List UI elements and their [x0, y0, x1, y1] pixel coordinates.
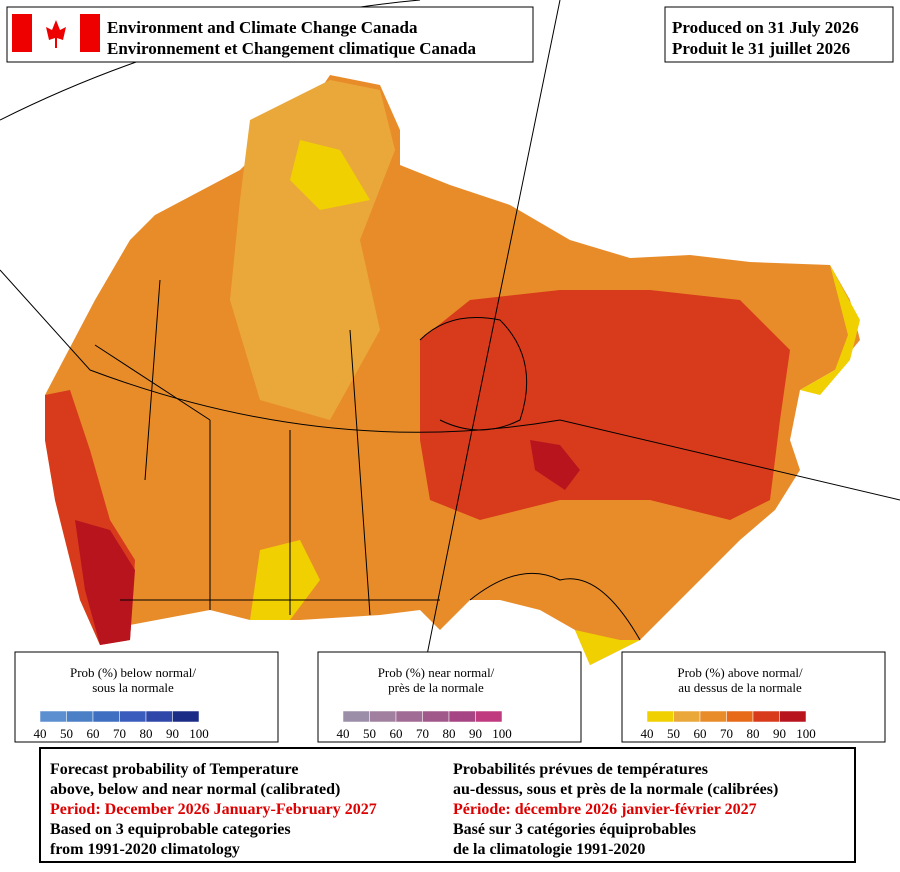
- legend-swatch: [39, 710, 67, 723]
- maple-leaf: [46, 20, 66, 48]
- legend-title: Prob (%) below normal/: [70, 665, 196, 680]
- legend-label: 60: [390, 726, 403, 741]
- agency-fr: Environnement et Changement climatique C…: [107, 39, 476, 58]
- legend-label: 40: [337, 726, 350, 741]
- region-yellow: [290, 140, 370, 210]
- footer-line: Forecast probability of Temperature: [50, 761, 298, 778]
- legend-swatch: [342, 710, 370, 723]
- legend-box: [621, 651, 886, 743]
- legend-title: près de la normale: [388, 680, 484, 695]
- region-dark-red: [530, 440, 580, 490]
- legend-label: 60: [87, 726, 100, 741]
- legend-swatch: [119, 710, 147, 723]
- footer-line: Basé sur 3 catégories équiprobables: [453, 821, 696, 838]
- footer-line: de la climatologie 1991-2020: [453, 841, 645, 858]
- legend-label: 50: [667, 726, 680, 741]
- legend-swatch: [752, 710, 780, 723]
- flag-band: [12, 14, 32, 52]
- legend-swatch: [448, 710, 476, 723]
- agency-en: Environment and Climate Change Canada: [107, 18, 418, 37]
- footer-line: Period: December 2026 January-February 2…: [50, 801, 377, 818]
- legend-title: sous la normale: [92, 680, 174, 695]
- date-box: [664, 6, 894, 63]
- footer-line: Based on 3 equiprobable categories: [50, 821, 291, 838]
- legend-swatch: [646, 710, 674, 723]
- region-dark-red: [75, 520, 135, 645]
- province-border: [94, 279, 371, 616]
- legends: Prob (%) below normal/sous la normale 40 5…: [14, 651, 886, 743]
- legend-label: 90: [166, 726, 179, 741]
- legend-label: 100: [492, 726, 512, 741]
- legend-box: [317, 651, 582, 743]
- legend-swatch: [369, 710, 397, 723]
- region-yellow: [800, 265, 860, 395]
- legend-label: 100: [796, 726, 816, 741]
- footer-line: au-dessus, sous et près de la normale (c…: [453, 781, 778, 798]
- legend-swatch: [395, 710, 423, 723]
- legend-label: 70: [720, 726, 733, 741]
- flag-band: [80, 14, 100, 52]
- legend-swatch: [779, 710, 807, 723]
- legend-label: 90: [469, 726, 482, 741]
- legend-label: 60: [694, 726, 707, 741]
- region-yellow: [575, 630, 640, 665]
- hudson-bay: [419, 317, 528, 431]
- footer-box: [39, 747, 856, 863]
- legend-label: 100: [189, 726, 209, 741]
- legend-swatch: [673, 710, 701, 723]
- legend-box: [14, 651, 279, 743]
- legend-label: 50: [60, 726, 73, 741]
- legend-title: Prob (%) above normal/: [677, 665, 803, 680]
- footer-line: Probabilités prévues de températures: [453, 761, 708, 778]
- legend-swatch: [145, 710, 173, 723]
- legend-title: Prob (%) near normal/: [378, 665, 495, 680]
- great-lakes: [469, 572, 641, 641]
- footer-line: Période: décembre 2026 janvier-février 2…: [453, 801, 757, 818]
- region-red-east: [420, 290, 790, 520]
- legend-label: 40: [34, 726, 47, 741]
- legend-title: au dessus de la normale: [678, 680, 802, 695]
- legend-swatch: [422, 710, 450, 723]
- legend-swatch: [66, 710, 94, 723]
- legend-label: 90: [773, 726, 786, 741]
- produced-fr: Produit le 31 juillet 2026: [672, 39, 850, 58]
- graticule: [0, 269, 900, 501]
- footer-line: from 1991-2020 climatology: [50, 841, 240, 858]
- legend-swatch: [172, 710, 200, 723]
- legend-swatch: [475, 710, 503, 723]
- legend-label: 80: [747, 726, 760, 741]
- legend-label: 80: [140, 726, 153, 741]
- legend-label: 80: [443, 726, 456, 741]
- footer-text: Forecast probability of Temperature above…: [50, 761, 778, 858]
- legend-swatch: [726, 710, 754, 723]
- produced-en: Produced on 31 July 2026: [672, 18, 859, 37]
- legend-label: 70: [113, 726, 126, 741]
- legend-swatch: [699, 710, 727, 723]
- legend-label: 50: [363, 726, 376, 741]
- legend-label: 70: [416, 726, 429, 741]
- graticule: [419, 0, 561, 691]
- footer-line: above, below and near normal (calibrated…: [50, 781, 340, 798]
- region-light-orange: [230, 80, 395, 420]
- legend-label: 40: [641, 726, 654, 741]
- legend-swatch: [92, 710, 120, 723]
